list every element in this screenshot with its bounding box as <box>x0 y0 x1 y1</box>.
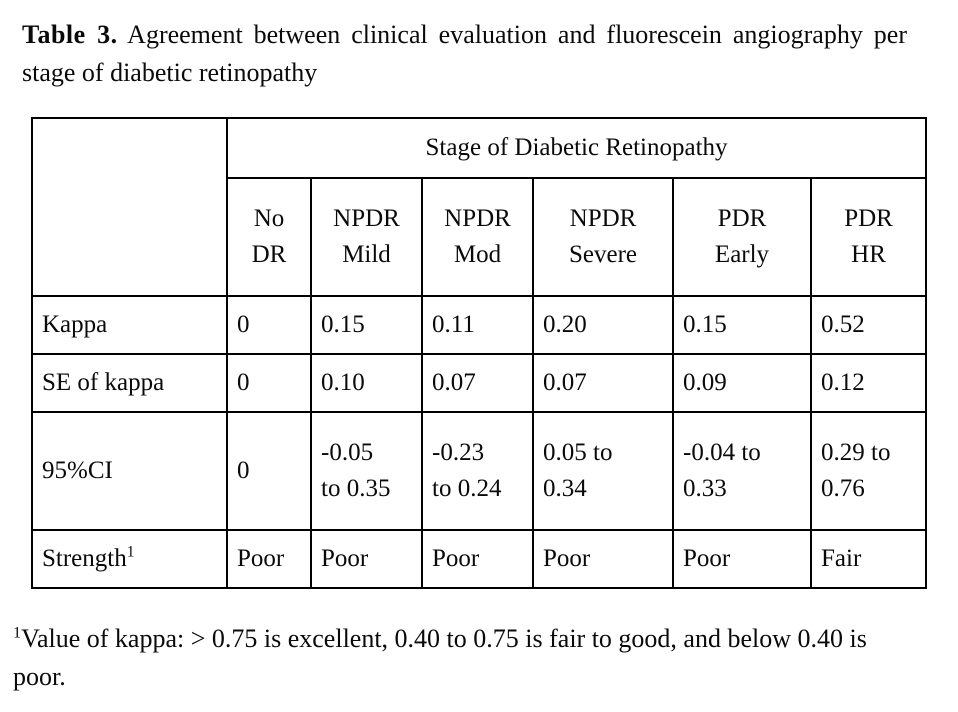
cell-value: 0.29 to 0.76 <box>809 411 928 531</box>
cell-value: 0.15 <box>310 295 423 355</box>
footnote: 1Value of kappa: > 0.75 is excellent, 0.… <box>13 620 913 696</box>
cell-value: Fair <box>809 529 928 589</box>
footnote-text: Value of kappa: > 0.75 is excellent, 0.4… <box>13 624 867 691</box>
cell-value: -0.04 to 0.33 <box>672 411 812 531</box>
row-label-strength-text: Strength <box>42 545 127 572</box>
strength-footnote-marker: 1 <box>126 543 135 561</box>
agreement-table: Stage of Diabetic Retinopathy No DR NPDR… <box>31 117 928 589</box>
cell-value: 0.11 <box>421 295 534 355</box>
cell-value: 0.12 <box>809 353 928 413</box>
cell-value: Poor <box>226 529 312 589</box>
row-label-95ci: 95%CI <box>31 411 228 531</box>
cell-value: 0.20 <box>532 295 674 355</box>
stage-group-header: Stage of Diabetic Retinopathy <box>225 117 928 179</box>
table-row-strength: Strength1 Poor Poor Poor Poor Poor Fair <box>31 529 928 589</box>
cell-value: Poor <box>672 529 812 589</box>
stage-header-row: Stage of Diabetic Retinopathy <box>31 117 928 297</box>
cell-value: 0.10 <box>310 353 423 413</box>
table-row-kappa: Kappa 0 0.15 0.11 0.20 0.15 0.52 <box>31 295 928 355</box>
cell-value: Poor <box>310 529 423 589</box>
table-row-95ci: 95%CI 0 -0.05 to 0.35 -0.23 to 0.24 0.05… <box>31 411 928 531</box>
cell-value: 0.05 to 0.34 <box>532 411 674 531</box>
cell-value: 0 <box>226 411 312 531</box>
cell-value: Poor <box>532 529 674 589</box>
col-header-no-dr: No DR <box>226 177 312 297</box>
cell-value: 0.15 <box>672 295 812 355</box>
row-label-kappa: Kappa <box>31 295 228 355</box>
cell-value: 0 <box>226 353 312 413</box>
footnote-marker: 1 <box>13 624 22 642</box>
cell-value: 0.07 <box>421 353 534 413</box>
col-header-npdr-mild: NPDR Mild <box>310 177 423 297</box>
cell-value: 0.07 <box>532 353 674 413</box>
cell-value: -0.23 to 0.24 <box>421 411 534 531</box>
column-header-row: No DR NPDR Mild NPDR Mod NPDR Severe PDR… <box>32 177 928 297</box>
table-caption: Table 3. Agreement between clinical eval… <box>22 16 907 92</box>
cell-value: Poor <box>421 529 534 589</box>
table-caption-text: Agreement between clinical evaluation an… <box>22 20 907 87</box>
col-header-npdr-severe: NPDR Severe <box>532 177 674 297</box>
corner-empty-cell <box>31 117 228 297</box>
cell-value: -0.05 to 0.35 <box>310 411 423 531</box>
cell-value: 0 <box>226 295 312 355</box>
cell-value: 0.09 <box>672 353 812 413</box>
col-header-npdr-mod: NPDR Mod <box>421 177 534 297</box>
row-label-strength: Strength1 <box>31 529 228 589</box>
row-label-se-of-kappa: SE of kappa <box>31 353 228 413</box>
table-row-se-of-kappa: SE of kappa 0 0.10 0.07 0.07 0.09 0.12 <box>31 353 928 413</box>
cell-value: 0.52 <box>809 295 928 355</box>
col-header-pdr-early: PDR Early <box>672 177 812 297</box>
col-header-pdr-hr: PDR HR <box>809 177 928 297</box>
table-caption-label: Table 3. <box>22 20 118 49</box>
